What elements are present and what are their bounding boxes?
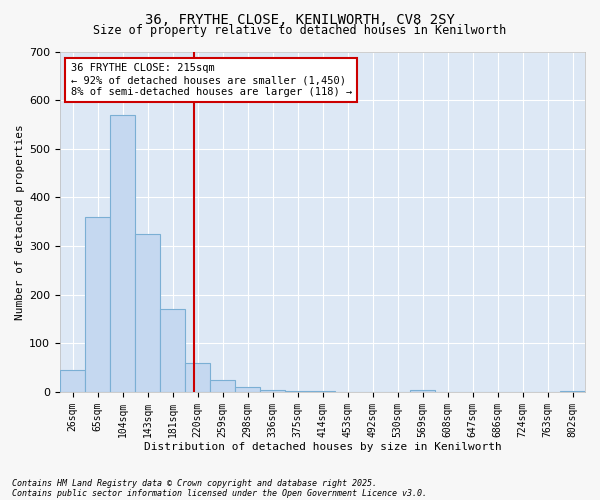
X-axis label: Distribution of detached houses by size in Kenilworth: Distribution of detached houses by size … bbox=[143, 442, 502, 452]
Bar bbox=[410, 390, 435, 392]
Bar bbox=[235, 387, 260, 392]
Bar bbox=[210, 380, 235, 392]
Y-axis label: Number of detached properties: Number of detached properties bbox=[15, 124, 25, 320]
Text: Size of property relative to detached houses in Kenilworth: Size of property relative to detached ho… bbox=[94, 24, 506, 37]
Text: 36, FRYTHE CLOSE, KENILWORTH, CV8 2SY: 36, FRYTHE CLOSE, KENILWORTH, CV8 2SY bbox=[145, 12, 455, 26]
Bar bbox=[285, 390, 310, 392]
Bar bbox=[135, 234, 160, 392]
Bar bbox=[185, 363, 210, 392]
Bar bbox=[260, 390, 285, 392]
Text: Contains public sector information licensed under the Open Government Licence v3: Contains public sector information licen… bbox=[12, 488, 427, 498]
Bar bbox=[560, 390, 585, 392]
Bar bbox=[160, 310, 185, 392]
Bar bbox=[60, 370, 85, 392]
Bar bbox=[110, 114, 135, 392]
Text: 36 FRYTHE CLOSE: 215sqm
← 92% of detached houses are smaller (1,450)
8% of semi-: 36 FRYTHE CLOSE: 215sqm ← 92% of detache… bbox=[71, 64, 352, 96]
Bar bbox=[85, 217, 110, 392]
Text: Contains HM Land Registry data © Crown copyright and database right 2025.: Contains HM Land Registry data © Crown c… bbox=[12, 478, 377, 488]
